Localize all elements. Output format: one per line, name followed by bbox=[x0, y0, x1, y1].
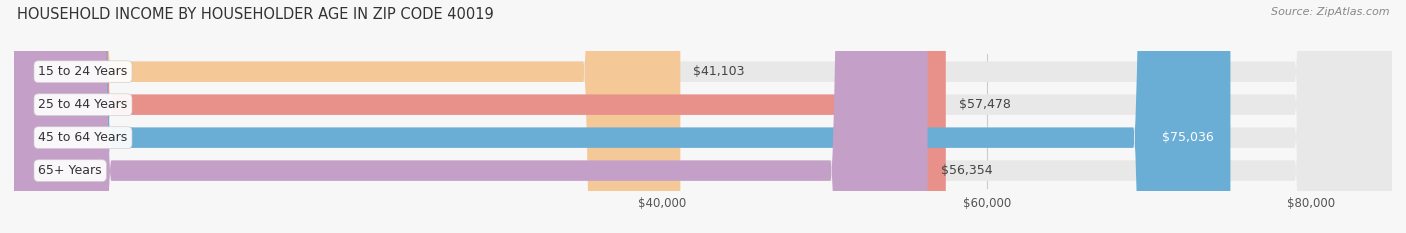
FancyBboxPatch shape bbox=[14, 0, 1392, 233]
Text: $75,036: $75,036 bbox=[1163, 131, 1215, 144]
Text: Source: ZipAtlas.com: Source: ZipAtlas.com bbox=[1271, 7, 1389, 17]
Text: 45 to 64 Years: 45 to 64 Years bbox=[38, 131, 128, 144]
Text: $41,103: $41,103 bbox=[693, 65, 745, 78]
FancyBboxPatch shape bbox=[14, 0, 1392, 233]
Text: $56,354: $56,354 bbox=[941, 164, 993, 177]
FancyBboxPatch shape bbox=[14, 0, 681, 233]
FancyBboxPatch shape bbox=[14, 0, 1392, 233]
FancyBboxPatch shape bbox=[14, 0, 946, 233]
Text: 65+ Years: 65+ Years bbox=[38, 164, 103, 177]
Text: 25 to 44 Years: 25 to 44 Years bbox=[38, 98, 128, 111]
FancyBboxPatch shape bbox=[14, 0, 928, 233]
Text: $57,478: $57,478 bbox=[959, 98, 1011, 111]
Text: 15 to 24 Years: 15 to 24 Years bbox=[38, 65, 128, 78]
FancyBboxPatch shape bbox=[14, 0, 1230, 233]
Text: HOUSEHOLD INCOME BY HOUSEHOLDER AGE IN ZIP CODE 40019: HOUSEHOLD INCOME BY HOUSEHOLDER AGE IN Z… bbox=[17, 7, 494, 22]
FancyBboxPatch shape bbox=[14, 0, 1392, 233]
